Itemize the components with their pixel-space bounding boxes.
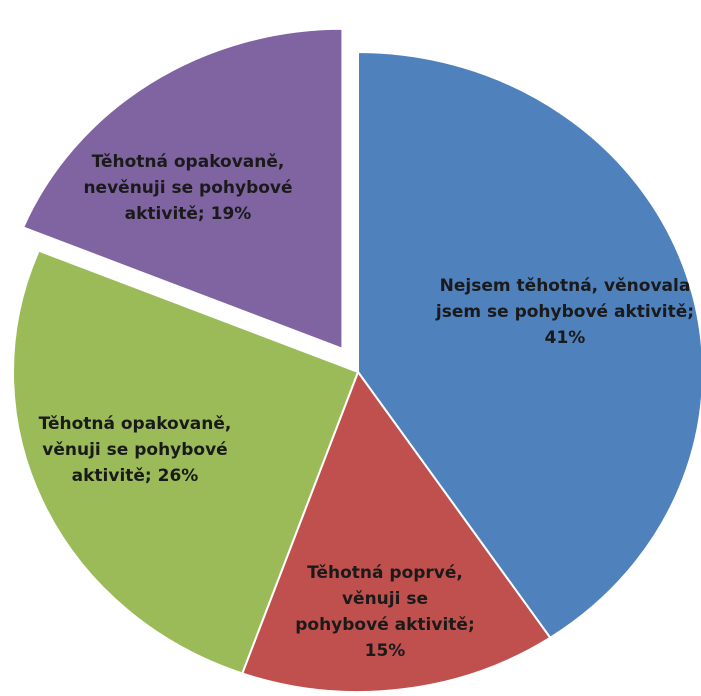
data-label: Nejsem těhotná, věnovala jsem se pohybov…	[435, 276, 695, 348]
data-label: Těhotná opakovaně, nevěnuji se pohybové …	[83, 152, 293, 224]
pie-slice	[21, 27, 344, 351]
data-label: Těhotná opakovaně, věnuji se pohybové ak…	[38, 414, 232, 486]
data-label: Těhotná poprvé, věnuji se pohybové aktiv…	[295, 563, 475, 661]
pie-slice	[357, 50, 701, 640]
pie-slice	[12, 249, 360, 675]
pie-slice	[240, 369, 552, 693]
